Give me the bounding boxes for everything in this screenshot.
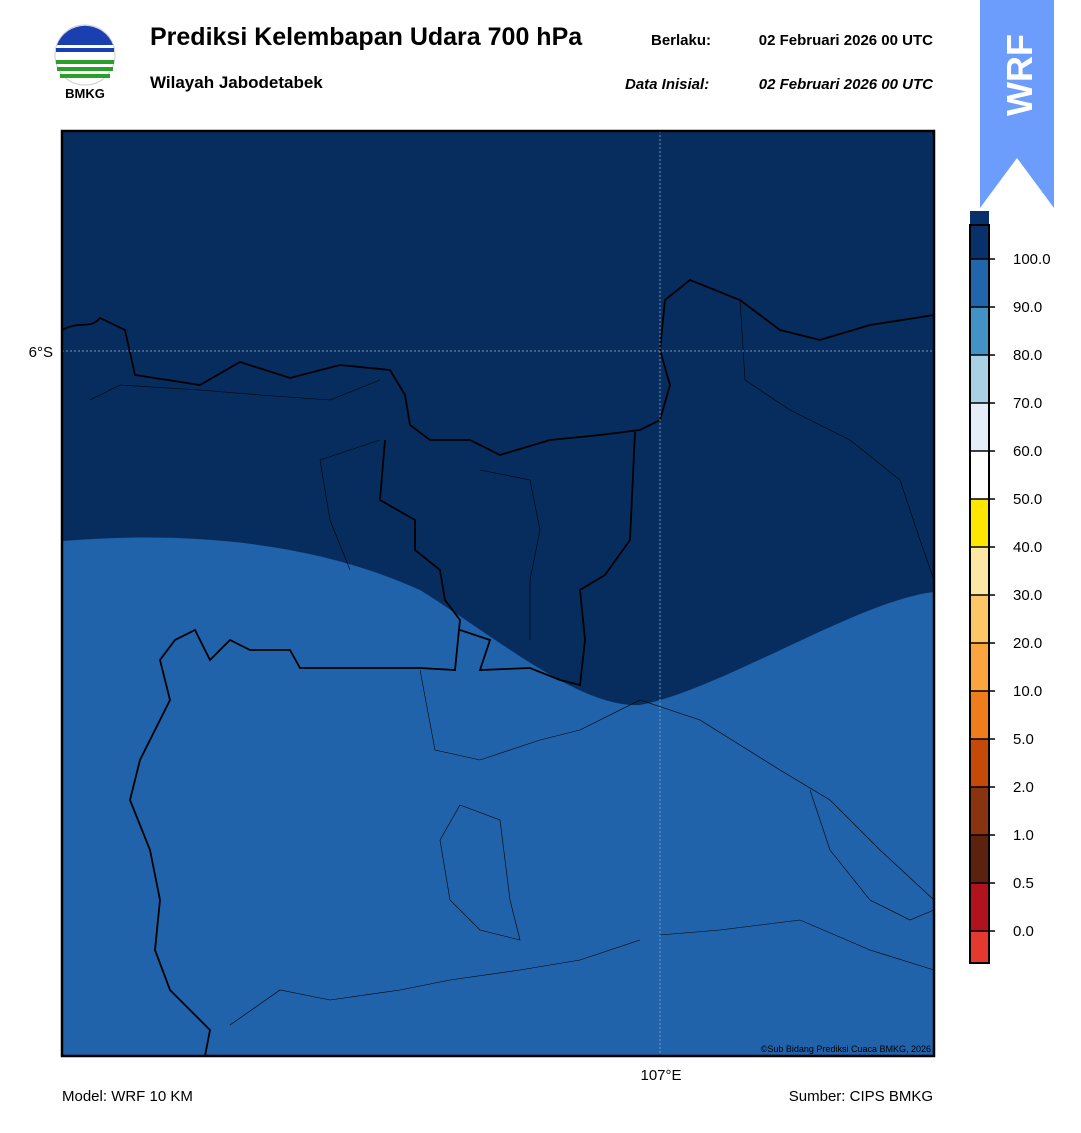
lat-label: 6°S: [29, 344, 53, 361]
valid-label: Berlaku:: [651, 32, 711, 49]
legend-swatch: [970, 547, 989, 595]
legend-swatch: [970, 451, 989, 499]
legend-label: 5.0: [1013, 731, 1034, 748]
legend-swatch: [970, 403, 989, 451]
logo-text: BMKG: [65, 86, 105, 101]
legend-swatch: [970, 307, 989, 355]
legend-label: 20.0: [1013, 635, 1042, 652]
legend-label: 40.0: [1013, 539, 1042, 556]
legend-swatch: [970, 883, 989, 931]
legend-swatch: [970, 355, 989, 403]
footer-model: Model: WRF 10 KM: [62, 1088, 193, 1105]
title: Prediksi Kelembapan Udara 700 hPa: [150, 23, 583, 51]
legend-label: 90.0: [1013, 299, 1042, 316]
legend-label: 0.0: [1013, 923, 1034, 940]
lon-label: 107°E: [640, 1067, 681, 1084]
legend-swatch: [970, 931, 989, 963]
legend-swatch: [970, 787, 989, 835]
footer-source: Sumber: CIPS BMKG: [789, 1088, 933, 1105]
legend-swatch: [970, 499, 989, 547]
legend-label: 50.0: [1013, 491, 1042, 508]
legend-swatch: [970, 595, 989, 643]
legend-swatch: [970, 691, 989, 739]
legend-label: 80.0: [1013, 347, 1042, 364]
init-time: 02 Februari 2026 00 UTC: [759, 76, 934, 93]
legend-label: 60.0: [1013, 443, 1042, 460]
logo: BMKG: [54, 24, 116, 101]
legend-swatch: [970, 259, 989, 307]
map: [60, 129, 936, 1058]
legend-swatch: [970, 643, 989, 691]
legend-label: 2.0: [1013, 779, 1034, 796]
legend-label: 1.0: [1013, 827, 1034, 844]
legend: 0.0 0.5 1.0 2.0 5.0 10.0 20.0 30.0 40.0 50.0 60.0 7…: [969, 211, 1051, 964]
legend-swatch: [970, 835, 989, 883]
legend-label: 70.0: [1013, 395, 1042, 412]
legend-frame: [969, 224, 990, 964]
copyright: ©Sub Bidang Prediksi Cuaca BMKG, 2026: [761, 1044, 931, 1054]
badge-text: WRF: [999, 34, 1040, 116]
legend-label: 30.0: [1013, 587, 1042, 604]
legend-label: 0.5: [1013, 875, 1034, 892]
init-label: Data Inisial:: [625, 76, 709, 93]
legend-label: 10.0: [1013, 683, 1042, 700]
legend-swatch: [970, 739, 989, 787]
badge: [980, 0, 1054, 208]
legend-label: 100.0: [1013, 251, 1051, 268]
legend-swatch: [970, 211, 989, 259]
subtitle: Wilayah Jabodetabek: [150, 73, 323, 92]
valid-time: 02 Februari 2026 00 UTC: [759, 32, 933, 49]
